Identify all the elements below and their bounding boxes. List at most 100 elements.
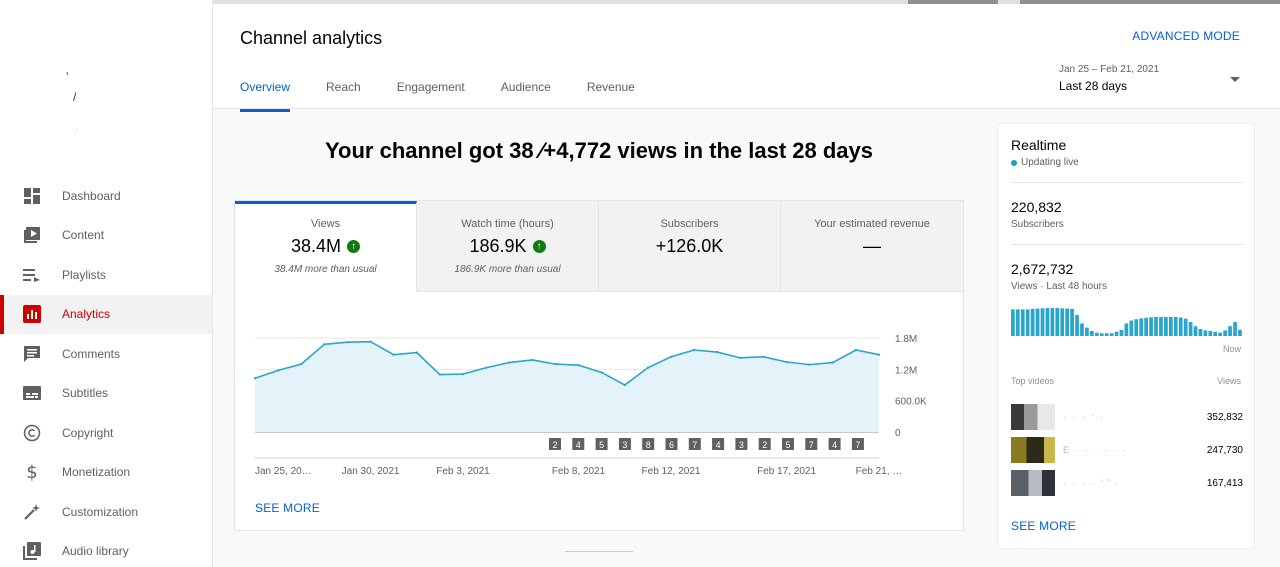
avatar-fragment: `	[76, 128, 79, 137]
sidebar-item-customization[interactable]: Customization	[0, 492, 212, 532]
sparkline-bar	[1144, 317, 1149, 336]
metric-tab-subscribers[interactable]: Subscribers +126.0K	[599, 201, 781, 292]
sparkline-bar	[1035, 308, 1040, 336]
subtitles-icon	[22, 383, 42, 403]
sparkline-bar	[1218, 332, 1223, 336]
see-more-link[interactable]: SEE MORE	[255, 501, 320, 515]
views-point	[646, 366, 650, 369]
metric-value: +126.0K	[599, 236, 780, 257]
tab-reach[interactable]: Reach	[326, 80, 361, 94]
video-title[interactable]: · · · ‘ ·	[1063, 412, 1105, 422]
sparkline-bar	[1154, 316, 1158, 336]
top-video-item[interactable]: E · · · · · · 247,730	[1011, 437, 1243, 465]
tab-engagement[interactable]: Engagement	[396, 80, 465, 94]
arrow-up-icon: ↑	[532, 240, 546, 253]
sidebar-item-playlists[interactable]: Playlists	[0, 255, 212, 295]
metric-tab-views[interactable]: Views 38.4M ↑ 38.4M more than usual	[235, 201, 417, 292]
metric-tab-revenue[interactable]: Your estimated revenue —	[781, 201, 963, 292]
metric-label: Subscribers	[660, 218, 719, 230]
video-thumbnail[interactable]	[1011, 437, 1055, 463]
views-point	[253, 377, 257, 380]
sparkline-bar	[1173, 316, 1178, 336]
sidebar-item-analytics[interactable]: Analytics	[0, 294, 212, 334]
views-point	[508, 361, 511, 364]
analytics-header: Channel analytics ADVANCED MODE Overview…	[213, 4, 1280, 112]
content-icon	[22, 225, 42, 245]
sparkline-bar	[1099, 333, 1104, 336]
sparkline-bar	[1055, 308, 1060, 336]
video-thumbnail[interactable]	[1011, 404, 1055, 430]
sidebar-item-label: Playlists	[62, 267, 107, 282]
analytics-tabs: Overview Reach Engagement Audience Reven…	[240, 80, 671, 112]
sidebar-item-audio-library[interactable]: Audio library	[0, 532, 212, 567]
realtime-title: Realtime	[1011, 137, 1067, 153]
views-point	[300, 362, 303, 366]
sidebar-item-dashboard[interactable]: Dashboard	[0, 176, 212, 216]
video-title[interactable]: · · · · ‘ ̃ ·	[1063, 478, 1119, 488]
views-point	[531, 358, 534, 362]
video-marker-label: 5	[599, 440, 604, 450]
sparkline-bar	[1139, 318, 1144, 336]
x-tick-label: Feb 8, 2021	[552, 466, 606, 477]
channel-avatar-area[interactable]: ʼ / `	[0, 0, 213, 180]
views-point	[438, 373, 442, 376]
metric-value-text: 38.4M	[290, 236, 342, 256]
sidebar-item-monetization[interactable]: $ Monetization	[0, 453, 212, 493]
metric-label: Views	[310, 218, 341, 230]
x-tick-label: Jan 30, 2021	[342, 466, 400, 477]
sidebar-item-copyright[interactable]: Copyright	[0, 413, 212, 453]
video-thumbnail[interactable]	[1011, 470, 1055, 496]
monetization-icon: $	[26, 461, 38, 483]
video-marker	[618, 438, 631, 450]
sparkline-bar	[1119, 329, 1124, 336]
views-point	[415, 351, 418, 354]
sidebar-item-label: Dashboard	[62, 188, 121, 203]
views-point	[692, 348, 696, 352]
sparkline-bar	[1020, 309, 1025, 336]
realtime-see-more-link[interactable]: SEE MORE	[1011, 519, 1076, 533]
top-video-item[interactable]: · · · · ‘ ̃ · 167,413	[1011, 470, 1243, 498]
video-marker-label: 7	[855, 440, 860, 450]
sparkline-bar	[1164, 316, 1168, 336]
divider	[565, 551, 633, 552]
views-point	[762, 355, 765, 358]
top-video-item[interactable]: · · · ‘ · 352,832	[1011, 404, 1243, 432]
video-views: 247,730	[1206, 445, 1243, 456]
sidebar-item-comments[interactable]: Comments	[0, 334, 212, 374]
sidebar-item-label: Comments	[62, 346, 121, 361]
sparkline-bar	[1208, 330, 1213, 336]
sparkline-bar	[1193, 326, 1198, 336]
views-point	[369, 340, 372, 343]
views-point	[831, 361, 834, 364]
tab-revenue[interactable]: Revenue	[586, 80, 635, 94]
sparkline-bar	[1124, 323, 1129, 336]
top-videos-label: Top videos	[1011, 376, 1055, 386]
sidebar-item-label: Monetization	[62, 465, 131, 480]
sparkline-bar	[1238, 329, 1242, 336]
sparkline-bar	[1040, 308, 1045, 336]
tab-overview[interactable]: Overview	[240, 80, 291, 112]
video-marker-label: 6	[669, 440, 674, 450]
y-tick-label: 0	[895, 428, 901, 439]
tab-audience[interactable]: Audience	[500, 80, 551, 94]
advanced-mode-button[interactable]: ADVANCED MODE	[1132, 29, 1240, 43]
live-dot-icon	[1011, 159, 1017, 166]
metric-tab-watch-time[interactable]: Watch time (hours) 186.9K ↑ 186.9K more …	[417, 201, 599, 292]
date-range-picker[interactable]: Jan 25 – Feb 21, 2021 Last 28 days	[1059, 64, 1159, 93]
sidebar-item-subtitles[interactable]: Subtitles	[0, 374, 212, 414]
video-marker-label: 5	[785, 440, 790, 450]
loading-bar-segment	[1020, 0, 1280, 4]
sparkline-bar	[1060, 308, 1065, 336]
divider	[1011, 244, 1243, 245]
video-marker	[572, 438, 585, 450]
video-marker-label: 4	[832, 440, 837, 450]
realtime-views-value: 2,672,732	[1011, 261, 1074, 277]
sidebar-item-content[interactable]: Content	[0, 216, 212, 256]
metric-note: 38.4M more than usual	[274, 264, 377, 275]
views-point	[808, 363, 811, 366]
y-tick-label: 1.8M	[895, 334, 917, 345]
analytics-icon	[22, 304, 42, 324]
views-area	[255, 341, 879, 432]
caret-down-icon[interactable]	[1230, 77, 1240, 82]
video-title[interactable]: E · · · · · ·	[1063, 445, 1128, 455]
